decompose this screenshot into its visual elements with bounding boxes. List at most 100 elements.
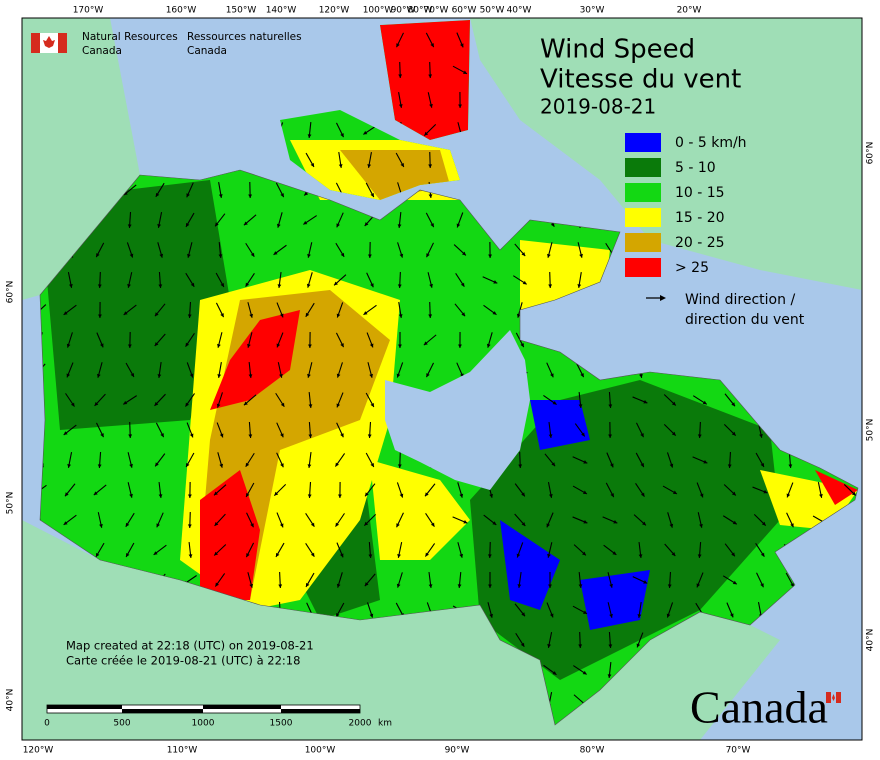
wind-arrow-head [521, 252, 526, 257]
legend-swatch [625, 258, 661, 277]
wind-arrow-head [213, 491, 218, 496]
wind-arrow-head [127, 344, 132, 348]
wind-arrow-head [129, 253, 134, 258]
wind-arrow-head [671, 431, 676, 436]
wind-arrow [40, 363, 46, 377]
wind-arrow-head [727, 464, 732, 468]
agency-en: Canada [82, 45, 122, 57]
wind-arrow-head [188, 494, 192, 498]
wind-arrow-head [580, 373, 584, 378]
map-frame [21, 17, 863, 741]
scale-label: 500 [113, 719, 130, 729]
wind-arrow-head [851, 491, 856, 496]
wind-arrow-head [188, 554, 193, 558]
wind-arrow-head [397, 553, 401, 558]
wind-arrow-head [129, 463, 133, 468]
wind-arrow-head [699, 493, 704, 498]
wind-arrow-head [95, 552, 100, 557]
wind-arrow-head [671, 552, 676, 556]
wind-arrow-head [547, 253, 551, 258]
scale-unit: km [378, 719, 392, 729]
longitude-label: 120°W [319, 6, 350, 16]
zone-0-5 [500, 520, 560, 610]
wind-arrow-head [304, 191, 309, 196]
scale-label: 1000 [192, 719, 215, 729]
wind-arrow-head [636, 643, 641, 648]
wind-arrow-head [457, 584, 462, 588]
wind-arrow-head [310, 522, 315, 527]
wind-arrow-head [521, 612, 526, 617]
wind-arrow-head [156, 523, 160, 528]
alaska [22, 18, 140, 300]
wordmark: Canada [690, 682, 841, 733]
legend-swatch [625, 158, 661, 177]
wind-arrow-head [521, 522, 526, 526]
wind-arrow-head [340, 343, 344, 348]
wind-arrow-head [99, 343, 104, 348]
wind-arrow-head [189, 373, 194, 378]
legend-label: 15 - 20 [675, 210, 725, 226]
wind-arrow-head [336, 313, 341, 318]
wind-arrow-head [462, 251, 466, 256]
wind-arrow-head [340, 133, 344, 138]
wind-arrow-head [370, 193, 374, 198]
agency-fr: Canada [187, 45, 227, 57]
wind-arrow-head [70, 402, 75, 407]
wind-arrow-head [608, 404, 613, 408]
longitude-label: 90°W [445, 746, 470, 756]
wind-arrow-head [339, 553, 344, 558]
wind-arrow-head [396, 43, 400, 48]
wind-arrow-head [123, 191, 128, 196]
wind-arrow-head [97, 464, 102, 468]
wind-arrow-head [547, 553, 551, 558]
wind-arrow-head [217, 374, 222, 378]
wind-arrow-head [699, 523, 703, 528]
wind-arrow-head [643, 399, 648, 404]
wind-arrow-head [220, 283, 224, 288]
wind-arrow-head [307, 134, 312, 138]
wind-arrow-head [248, 194, 253, 198]
zone-15-20 [370, 460, 470, 560]
wind-arrow-head [155, 192, 160, 197]
longitude-label: 70°W [424, 6, 449, 16]
wind-arrow-head [548, 284, 553, 288]
wind-arrow-head [159, 253, 164, 258]
title: Vitesse du vent [540, 65, 741, 95]
wind-arrow-head [370, 463, 374, 468]
wind-arrow-head [338, 494, 342, 498]
wind-arrow-head [367, 434, 372, 438]
wind-arrow-head [396, 373, 401, 378]
wind-arrow-head [460, 282, 465, 287]
wind-arrow-head [521, 492, 525, 497]
scale-label: 1500 [270, 719, 293, 729]
wind-arrow-head [187, 253, 191, 258]
longitude-label: 120°W [23, 746, 54, 756]
wind-arrow-head [640, 433, 644, 438]
zone-5-10 [40, 180, 230, 430]
scale-segment [47, 705, 122, 709]
wind-arrow-head [216, 403, 221, 408]
wind-arrow-head [127, 283, 131, 288]
wind-arrow-head [215, 582, 219, 587]
zone-over-25 [815, 470, 858, 505]
longitude-label: 100°W [363, 6, 394, 16]
wind-arrow-head [123, 311, 128, 315]
wind-arrow-head [98, 314, 102, 318]
wind-arrow-head [363, 311, 368, 315]
wind-arrow-head [398, 104, 403, 108]
wind-arrow-head [463, 70, 468, 74]
wind-arrow-head [578, 644, 583, 648]
wind-arrow-head [127, 224, 132, 228]
wind-arrow-head [582, 670, 587, 675]
flag-bar [58, 33, 67, 53]
wind-arrow-head [246, 553, 250, 558]
wind-arrow-head [185, 402, 190, 407]
wind-arrow-head [278, 584, 283, 588]
wind-arrow-head [363, 130, 368, 135]
wind-arrow-head [243, 221, 248, 226]
wind-arrow-head [308, 434, 313, 438]
legend-swatch [625, 133, 661, 152]
wind-arrow-head [547, 644, 551, 648]
wind-arrow-head [364, 222, 369, 226]
